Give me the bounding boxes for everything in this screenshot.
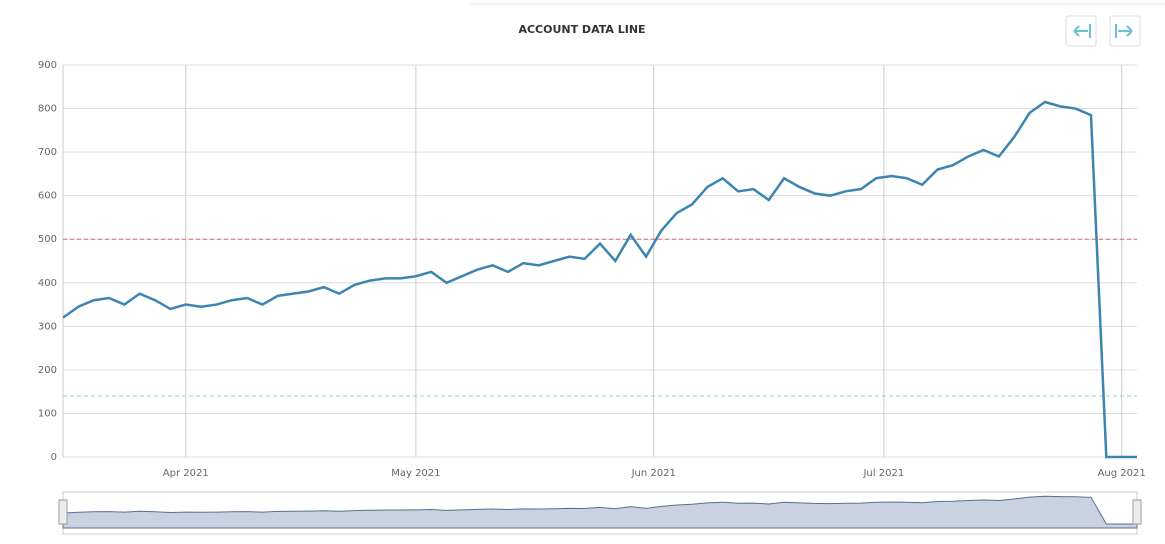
back-icon	[1073, 24, 1091, 38]
x-tick-label: Apr 2021	[163, 468, 209, 479]
chart-title: ACCOUNT DATA LINE	[518, 23, 645, 36]
y-tick-label: 900	[38, 60, 57, 71]
y-tick-label: 0	[51, 452, 57, 463]
y-tick-label: 100	[38, 408, 57, 419]
forward-icon	[1115, 24, 1133, 38]
y-tick-label: 200	[38, 365, 57, 376]
y-tick-label: 700	[38, 147, 57, 158]
nav-buttons	[1065, 15, 1141, 47]
y-tick-label: 400	[38, 278, 57, 289]
y-tick-label: 600	[38, 191, 57, 202]
x-tick-label: May 2021	[391, 468, 440, 479]
x-tick-label: Aug 2021	[1098, 468, 1146, 479]
y-tick-label: 500	[38, 234, 57, 245]
navigator-handle[interactable]	[58, 499, 68, 525]
navigator-handle[interactable]	[1132, 499, 1142, 525]
x-tick-label: Jul 2021	[862, 468, 904, 479]
y-tick-label: 300	[38, 321, 57, 332]
x-tick-label: Jun 2021	[631, 468, 676, 479]
y-tick-label: 800	[38, 104, 57, 115]
navigator-area	[62, 495, 1138, 529]
data-line	[62, 100, 1137, 459]
